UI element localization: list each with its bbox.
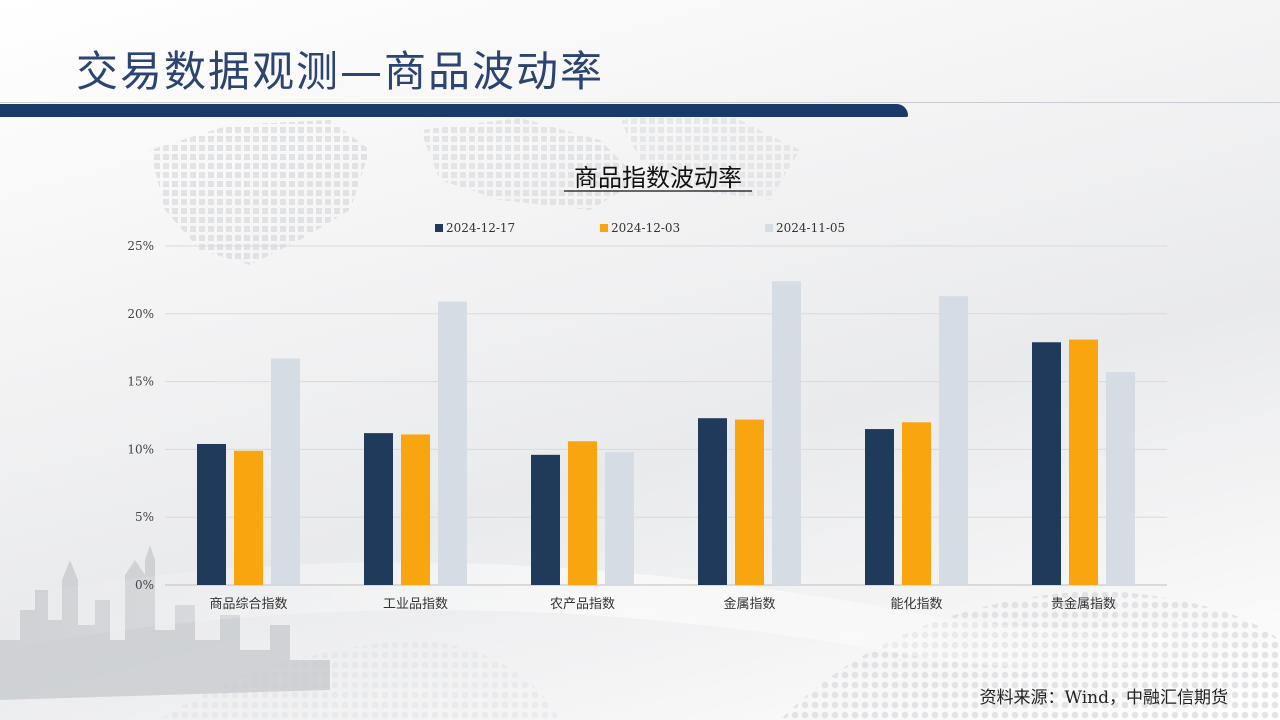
chart-gridlines xyxy=(165,245,1167,586)
bar-2024-12-17-能化指数 xyxy=(865,429,894,585)
title-accent-bar xyxy=(0,104,908,117)
legend-swatch xyxy=(765,224,773,232)
y-tick-label: 5% xyxy=(135,510,154,524)
x-category-label: 工业品指数 xyxy=(383,597,448,612)
y-tick-label: 25% xyxy=(127,239,154,253)
chart-legend: 2024-12-17 2024-12-03 2024-11-05 xyxy=(435,221,845,235)
y-tick-label: 10% xyxy=(127,442,154,456)
bar-2024-12-17-商品综合指数 xyxy=(197,443,226,585)
bar-2024-11-05-商品综合指数 xyxy=(271,358,300,585)
bar-2024-11-05-金属指数 xyxy=(772,281,801,585)
bar-2024-12-03-工业品指数 xyxy=(401,434,430,585)
source-note: 资料来源：Wind，中融汇信期货 xyxy=(979,688,1228,708)
legend-swatch xyxy=(435,224,443,232)
bar-2024-12-17-农产品指数 xyxy=(531,454,560,585)
bar-2024-11-05-能化指数 xyxy=(939,296,968,585)
page-title: 交易数据观测—商品波动率 xyxy=(76,47,605,96)
legend-label: 2024-12-17 xyxy=(446,221,515,235)
bar-2024-12-03-商品综合指数 xyxy=(234,450,263,585)
bar-2024-12-03-金属指数 xyxy=(735,419,764,585)
bar-2024-12-03-农产品指数 xyxy=(568,441,597,585)
x-category-label: 贵金属指数 xyxy=(1051,596,1116,612)
bar-2024-11-05-工业品指数 xyxy=(438,301,467,585)
y-tick-label: 0% xyxy=(135,578,154,592)
x-axis: 商品综合指数 工业品指数 农产品指数 金属指数 能化指数 贵金属指数 xyxy=(209,596,1116,612)
bar-2024-11-05-农产品指数 xyxy=(605,452,634,585)
x-category-label: 金属指数 xyxy=(723,596,775,612)
chart-title: 商品指数波动率 xyxy=(574,164,742,192)
legend-swatch xyxy=(600,224,608,232)
bar-2024-12-03-能化指数 xyxy=(902,422,931,585)
title-divider-line xyxy=(0,102,1280,103)
y-axis: 0% 5% 10% 15% 20% 25% xyxy=(127,239,154,592)
bar-2024-12-03-贵金属指数 xyxy=(1069,339,1098,585)
x-category-label: 农产品指数 xyxy=(550,597,615,612)
bar-2024-12-17-工业品指数 xyxy=(364,433,393,585)
bar-2024-12-17-金属指数 xyxy=(698,418,727,585)
x-category-label: 商品综合指数 xyxy=(209,597,287,612)
legend-label: 2024-12-03 xyxy=(611,221,680,235)
chart-bars xyxy=(197,281,1135,585)
bar-2024-12-17-贵金属指数 xyxy=(1032,342,1061,585)
y-tick-label: 20% xyxy=(127,307,154,321)
y-tick-label: 15% xyxy=(127,375,154,389)
bar-2024-11-05-贵金属指数 xyxy=(1106,372,1135,585)
legend-label: 2024-11-05 xyxy=(776,221,845,235)
x-category-label: 能化指数 xyxy=(890,597,942,612)
